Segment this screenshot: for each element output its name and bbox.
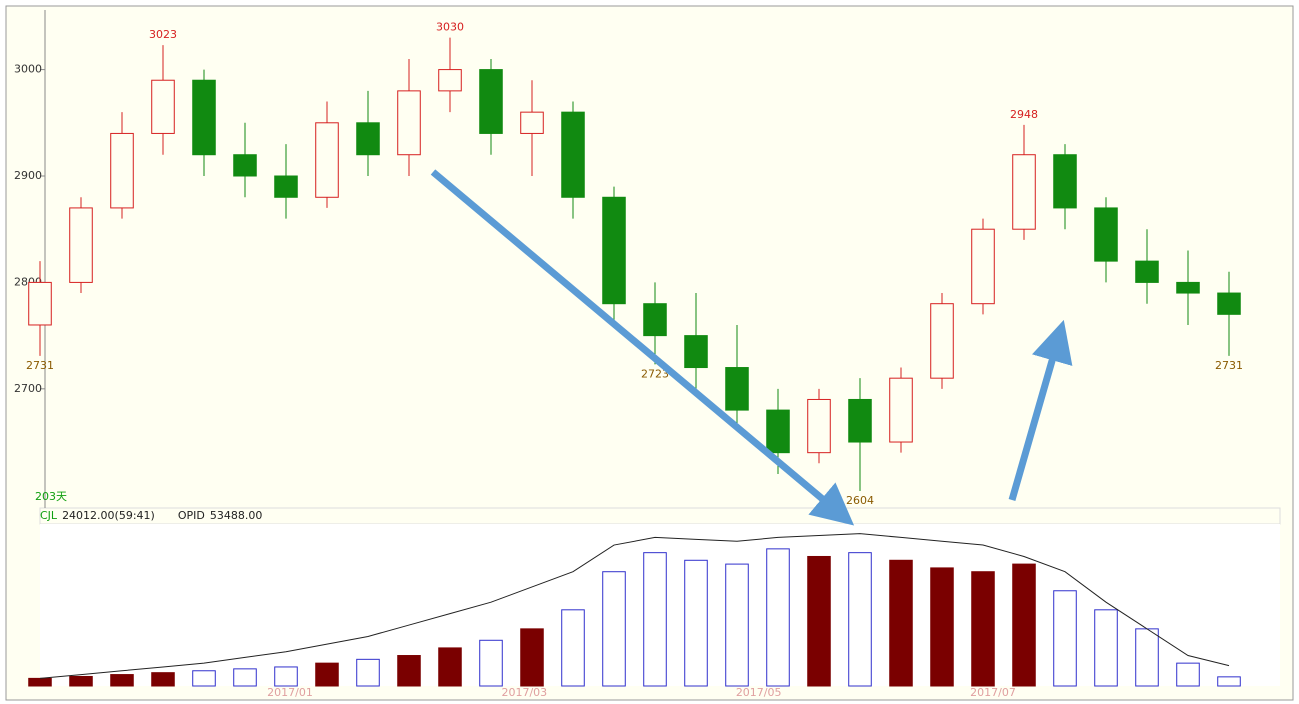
low-annotation: 2723 bbox=[641, 367, 669, 380]
volume-bar bbox=[1135, 628, 1159, 687]
indicator-value: 24012.00(59:41) bbox=[62, 509, 155, 522]
candle-body bbox=[766, 409, 790, 454]
volume-bar bbox=[930, 567, 954, 687]
candle-body bbox=[1217, 292, 1241, 315]
candle-body bbox=[889, 377, 913, 443]
candle-body bbox=[807, 398, 831, 454]
plot: 2700280029003000302330302948272326042731… bbox=[14, 21, 1243, 699]
volume-bar bbox=[315, 662, 339, 687]
candle-body bbox=[233, 154, 257, 177]
indicator-label: OPID bbox=[178, 509, 205, 522]
candle-body bbox=[1135, 260, 1159, 283]
y-tick-label: 2900 bbox=[14, 169, 42, 182]
low-annotation: 2604 bbox=[846, 494, 874, 507]
open-interest-line bbox=[39, 533, 1230, 679]
candle-body bbox=[274, 175, 298, 198]
volume-bar bbox=[807, 555, 831, 687]
volume-bar bbox=[274, 666, 298, 687]
candle-body bbox=[192, 79, 216, 156]
x-tick-label: 2017/07 bbox=[970, 686, 1016, 699]
indicator-label: CJL bbox=[40, 509, 58, 522]
candle-body bbox=[971, 228, 995, 305]
volume-bar bbox=[192, 670, 216, 687]
volume-bar bbox=[151, 672, 175, 687]
candle-body bbox=[1094, 207, 1118, 262]
x-tick-label: 2017/05 bbox=[736, 686, 782, 699]
volume-bar bbox=[110, 674, 134, 687]
low-annotation: 2731 bbox=[1215, 359, 1243, 372]
volume-bar bbox=[28, 677, 52, 687]
arrows bbox=[430, 169, 1073, 526]
high-annotation: 2948 bbox=[1010, 108, 1038, 121]
y-tick-label: 2700 bbox=[14, 382, 42, 395]
volume-bar bbox=[1217, 676, 1241, 687]
candle-body bbox=[315, 122, 339, 198]
candle-body bbox=[643, 303, 667, 337]
low-annotation: 2731 bbox=[26, 359, 54, 372]
volume-bar bbox=[356, 658, 380, 687]
candle-body bbox=[725, 367, 749, 411]
indicator-value: 53488.00 bbox=[210, 509, 263, 522]
volume-bar bbox=[397, 655, 421, 687]
arrow-up bbox=[1008, 319, 1073, 501]
volume-bar bbox=[1176, 662, 1200, 687]
x-tick-label: 2017/01 bbox=[267, 686, 313, 699]
candle-body bbox=[397, 90, 421, 156]
indicators: CJL 24012.00(59:41) OPID 53488.00 bbox=[40, 509, 262, 522]
volume-bar bbox=[438, 647, 462, 687]
volume-bar bbox=[233, 668, 257, 687]
candle-body bbox=[602, 196, 626, 305]
candle-body bbox=[520, 111, 544, 134]
high-annotation: 3030 bbox=[436, 21, 464, 34]
candle-body bbox=[930, 303, 954, 379]
volume-bar bbox=[643, 552, 667, 687]
volume-bar bbox=[889, 559, 913, 687]
volume-bar bbox=[1053, 590, 1077, 687]
volume-bar bbox=[1012, 563, 1036, 687]
candle-body bbox=[110, 132, 134, 209]
candle-body bbox=[151, 79, 175, 134]
volume-bar bbox=[971, 571, 995, 687]
x-tick-label: 2017/03 bbox=[501, 686, 547, 699]
volume-bar bbox=[602, 571, 626, 687]
candle-body bbox=[1176, 281, 1200, 294]
volume-bar bbox=[725, 563, 749, 687]
candle-body bbox=[684, 335, 708, 369]
volume-bar bbox=[1094, 609, 1118, 687]
arrow-down bbox=[430, 169, 855, 526]
high-annotation: 3023 bbox=[149, 28, 177, 41]
volume-bar bbox=[520, 628, 544, 687]
candle-body bbox=[479, 69, 503, 134]
candle-body bbox=[1053, 154, 1077, 209]
candle-body bbox=[561, 111, 585, 198]
period-label: 203天 bbox=[35, 490, 67, 503]
candle-body bbox=[356, 122, 380, 156]
volume-bar bbox=[479, 639, 503, 687]
volume-bar bbox=[69, 675, 93, 687]
candle-body bbox=[1012, 154, 1036, 230]
volume-bar bbox=[684, 559, 708, 687]
y-tick-label: 3000 bbox=[14, 63, 42, 76]
candle-body bbox=[438, 69, 462, 92]
candle-body bbox=[69, 207, 93, 283]
volume-bar bbox=[561, 609, 585, 687]
volume-bar bbox=[848, 552, 872, 687]
candle-body bbox=[848, 398, 872, 443]
volume-bar bbox=[766, 548, 790, 687]
candle-body bbox=[28, 281, 52, 326]
